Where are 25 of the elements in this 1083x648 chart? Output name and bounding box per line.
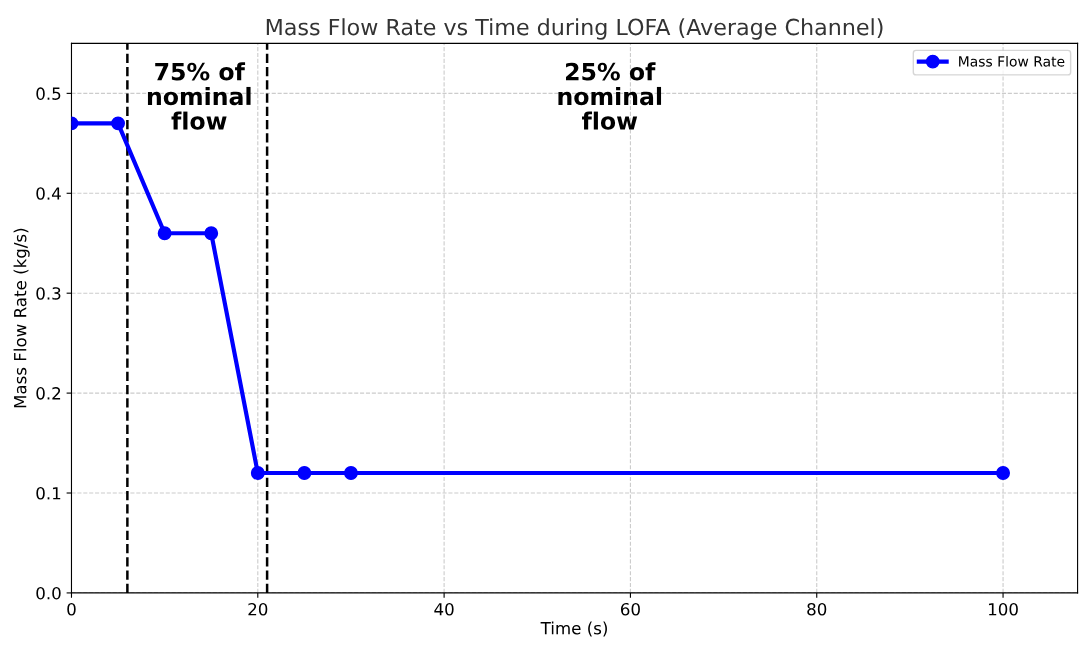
y-tick-label: 0.3	[36, 287, 61, 300]
x-tick-label: 80	[807, 602, 827, 616]
point	[204, 226, 219, 241]
point	[250, 466, 265, 480]
x-tick-label: 100	[988, 602, 1018, 616]
y-tick-label: 0.2	[36, 387, 61, 400]
x-axis-title: Time (s)	[540, 621, 607, 637]
y-tick-label: 0.0	[36, 586, 61, 600]
point	[111, 116, 126, 131]
x-tick-label: 0	[67, 602, 76, 616]
annotation: 75% of nominal flow	[147, 62, 251, 130]
y-axis-title: Mass Flow Rate (kg/s)	[13, 228, 30, 408]
legend-label: Mass Flow Rate	[959, 55, 1065, 67]
point	[297, 466, 312, 480]
x-tick-label: 60	[620, 602, 640, 616]
point	[344, 466, 358, 480]
x-tick-label: 40	[434, 602, 454, 616]
chart-title: Mass Flow Rate vs Time during LOFA (Average Channel)	[266, 18, 883, 40]
point	[996, 466, 1011, 480]
x-tick-label: 20	[248, 602, 268, 616]
y-tick-label: 0.1	[36, 486, 61, 500]
annotation: 25% of nominal flow	[558, 62, 662, 130]
y-tick-label: 0.4	[36, 187, 61, 200]
point	[157, 226, 172, 241]
y-tick-label: 0.5	[36, 87, 61, 100]
